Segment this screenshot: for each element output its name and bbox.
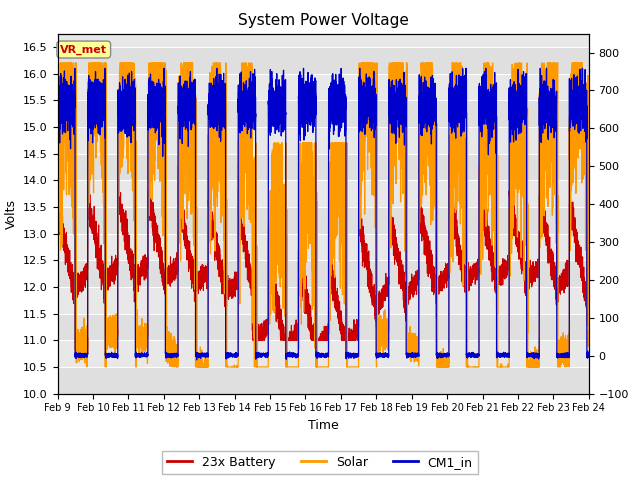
23x Battery xyxy=(84,188,92,194)
23x Battery xyxy=(392,243,399,249)
CM1_in xyxy=(54,117,61,123)
Legend: 23x Battery, Solar, CM1_in: 23x Battery, Solar, CM1_in xyxy=(163,451,477,474)
23x Battery xyxy=(585,288,593,294)
Bar xyxy=(58,313,589,340)
Solar xyxy=(54,60,61,66)
Solar xyxy=(81,346,88,351)
Solar xyxy=(54,210,61,216)
Solar xyxy=(585,337,593,343)
CM1_in xyxy=(585,354,593,360)
23x Battery xyxy=(81,266,88,272)
Solar xyxy=(448,254,456,260)
Bar xyxy=(58,47,589,73)
Title: System Power Voltage: System Power Voltage xyxy=(238,13,408,28)
Bar xyxy=(58,260,589,287)
Text: VR_met: VR_met xyxy=(60,44,108,55)
23x Battery xyxy=(249,337,257,343)
Bar xyxy=(58,207,589,234)
23x Battery xyxy=(54,200,61,206)
CM1_in xyxy=(392,131,399,136)
23x Battery xyxy=(476,201,484,206)
Solar xyxy=(246,90,254,96)
Solar xyxy=(83,364,91,370)
Solar xyxy=(476,180,484,185)
23x Battery xyxy=(368,284,376,289)
CM1_in xyxy=(368,114,376,120)
Solar xyxy=(392,140,399,146)
CM1_in xyxy=(81,353,88,359)
X-axis label: Time: Time xyxy=(308,419,339,432)
23x Battery xyxy=(448,201,456,206)
Y-axis label: Volts: Volts xyxy=(4,199,17,228)
CM1_in xyxy=(476,100,484,106)
Line: Solar: Solar xyxy=(58,63,589,367)
Solar xyxy=(368,97,376,103)
Bar xyxy=(58,154,589,180)
CM1_in xyxy=(193,357,200,363)
23x Battery xyxy=(246,267,254,273)
Bar xyxy=(58,100,589,127)
CM1_in xyxy=(448,127,456,132)
Line: 23x Battery: 23x Battery xyxy=(58,191,589,340)
Bar xyxy=(58,367,589,394)
CM1_in xyxy=(246,118,254,124)
Line: CM1_in: CM1_in xyxy=(58,68,589,360)
CM1_in xyxy=(71,65,79,71)
